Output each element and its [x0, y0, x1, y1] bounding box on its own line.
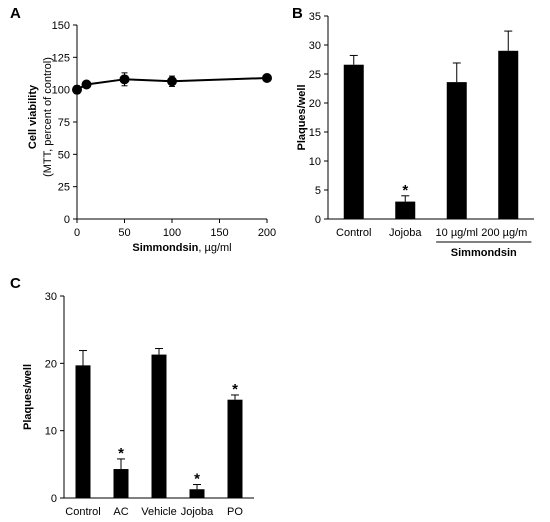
panel-a-y-tick-label: 0	[64, 214, 70, 226]
panel-c-x-tick-label: Jojoba	[181, 506, 214, 518]
panel-a-y-tick-label: 125	[52, 52, 70, 64]
panel-a-y-label: Cell viability	[27, 84, 39, 149]
panel-b-y-tick-label: 20	[309, 98, 321, 110]
panel-a-x-tick-label: 150	[210, 227, 228, 239]
panel-a-x-tick-label: 200	[258, 227, 276, 239]
panel-b-y-tick-label: 30	[309, 40, 321, 52]
panel-a-x-label-unit: , µg/ml	[198, 242, 231, 254]
panel-a-data-point	[72, 84, 82, 95]
panel-c: C 0 10 20 30 Plaques/well Control * AC Vehicle * Jo…	[10, 275, 254, 518]
panel-c-x-tick-label: AC	[113, 506, 128, 518]
panel-c-bar	[113, 469, 129, 498]
panel-b-significance-star: *	[402, 182, 408, 199]
panel-b-y-tick-label: 0	[315, 214, 321, 226]
panel-a: A 0 25 50 75 100 125 150 0 50 100 150 200 Simmondsin,…	[10, 5, 276, 254]
panel-b-x-tick-label: Control	[336, 227, 371, 239]
panel-c-y-tick-label: 0	[51, 493, 57, 505]
panel-b-group-label: Simmondsin	[451, 247, 517, 259]
panel-c-significance-star: *	[194, 471, 200, 488]
panel-b: B 0 5 10 15 20 25 30 35 Plaques/well Control * Jojob…	[292, 5, 534, 259]
panel-b-bar	[498, 50, 519, 219]
panel-b-bar	[343, 64, 364, 219]
panel-c-x-tick-label: Vehicle	[141, 506, 176, 518]
panel-a-x-label: Simmondsin, µg/ml	[132, 242, 231, 254]
panel-a-y-tick-label: 75	[58, 117, 70, 129]
panel-c-significance-star: *	[232, 381, 238, 398]
panel-c-bar	[75, 365, 91, 498]
panel-a-data-point	[81, 79, 92, 90]
panel-b-bar	[395, 201, 416, 219]
panel-c-y-tick-label: 30	[45, 291, 57, 303]
panel-a-y-tick-label: 150	[52, 20, 70, 32]
panel-b-y-label: Plaques/well	[296, 84, 308, 150]
panel-a-y-tick-label: 25	[58, 182, 70, 194]
panel-a-data-point	[167, 76, 177, 87]
panel-c-y-tick-label: 20	[45, 358, 57, 370]
panel-a-x-tick-label: 50	[118, 227, 130, 239]
panel-c-x-tick-label: Control	[65, 506, 100, 518]
panel-a-data-point	[119, 74, 130, 85]
panel-b-y-tick-label: 5	[315, 185, 321, 197]
panel-b-y-tick-label: 10	[309, 156, 321, 168]
panel-c-bar	[189, 489, 205, 498]
panel-a-y-label-sub: (MTT, percent of control)	[42, 57, 54, 177]
panel-a-y-tick-label: 50	[58, 149, 70, 161]
panel-c-label: C	[10, 275, 21, 292]
panel-c-y-label: Plaques/well	[22, 364, 34, 430]
panel-c-x-tick-label: PO	[227, 506, 243, 518]
panel-b-y-tick-label: 35	[309, 11, 321, 23]
panel-b-label: B	[292, 5, 303, 22]
panel-c-bar	[227, 399, 243, 498]
panel-b-x-tick-label: Jojoba	[389, 227, 422, 239]
panel-c-bar	[151, 354, 167, 498]
panel-a-x-label-bold: Simmondsin	[132, 242, 198, 254]
panel-b-y-tick-label: 15	[309, 127, 321, 139]
panel-a-label: A	[10, 5, 21, 22]
panel-b-y-tick-label: 25	[309, 69, 321, 81]
panel-a-x-tick-label: 0	[74, 227, 80, 239]
panel-c-y-tick-label: 10	[45, 426, 57, 438]
panel-a-data-point	[262, 73, 272, 84]
panel-a-x-tick-label: 100	[163, 227, 181, 239]
panel-b-x-tick-label: 200 µg/m	[481, 227, 527, 239]
panel-b-x-tick-label: 10 µg/ml	[436, 227, 478, 239]
panel-c-significance-star: *	[118, 445, 124, 462]
panel-a-y-tick-label: 100	[52, 85, 70, 97]
panel-b-bar	[446, 82, 467, 220]
